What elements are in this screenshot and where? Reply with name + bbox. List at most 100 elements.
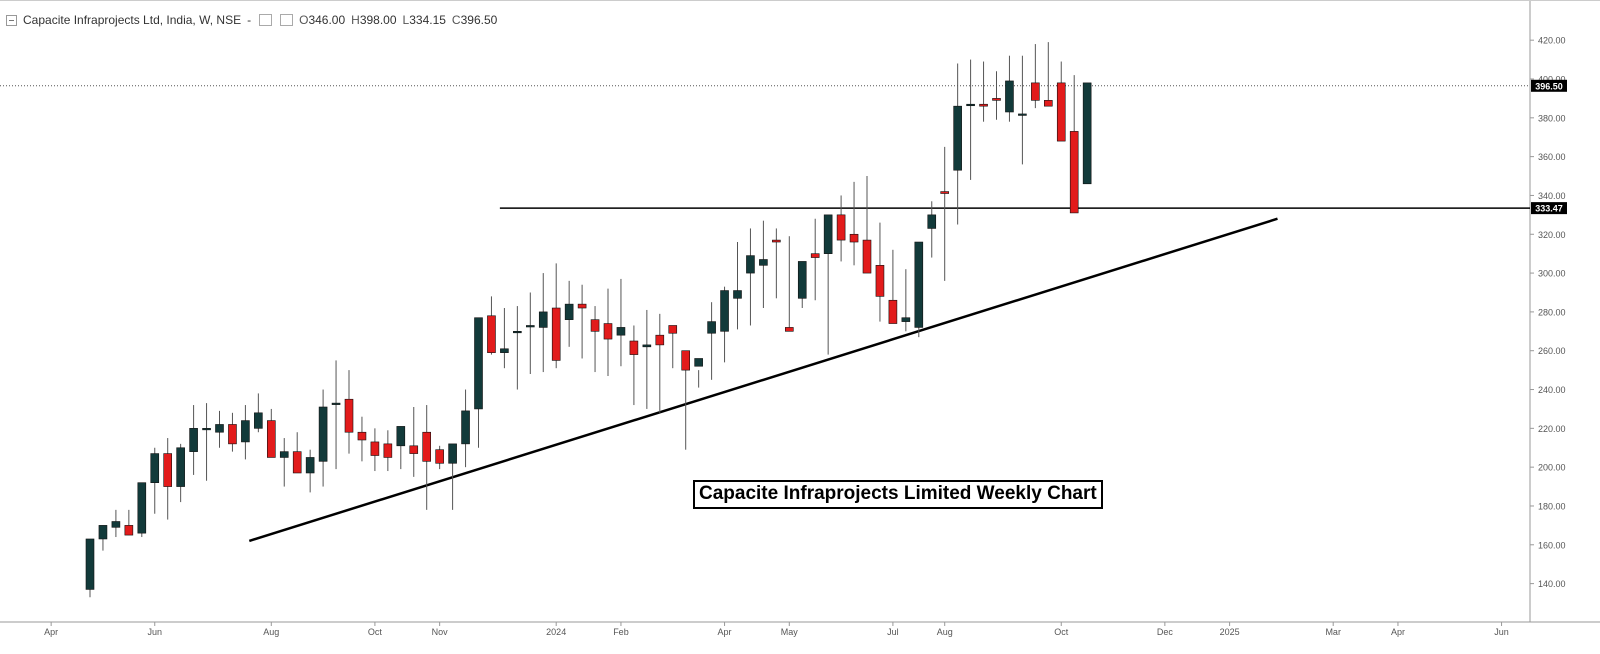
candlestick[interactable] xyxy=(836,195,846,262)
candlestick[interactable] xyxy=(875,222,885,322)
candlestick[interactable] xyxy=(1069,75,1079,214)
candlestick[interactable] xyxy=(810,218,820,301)
settings-icon[interactable] xyxy=(280,14,294,26)
collapse-icon[interactable] xyxy=(6,14,17,26)
candle-body xyxy=(862,239,872,274)
time-tick-label: Apr xyxy=(44,627,58,637)
time-tick-label: May xyxy=(781,627,799,637)
candlestick[interactable] xyxy=(228,412,237,452)
candlestick[interactable] xyxy=(487,296,496,355)
time-tick-label: Nov xyxy=(432,627,449,637)
candlestick[interactable] xyxy=(163,438,172,520)
candlestick[interactable] xyxy=(784,236,794,332)
close-label: C xyxy=(451,13,461,27)
candle-body xyxy=(228,424,237,445)
candlestick[interactable] xyxy=(318,389,328,487)
candlestick[interactable] xyxy=(668,325,678,369)
candlestick[interactable] xyxy=(1031,44,1040,109)
candlestick[interactable] xyxy=(746,228,755,326)
candlestick[interactable] xyxy=(474,317,483,448)
candlestick[interactable] xyxy=(525,292,535,375)
candlestick[interactable] xyxy=(642,309,652,409)
candlestick[interactable] xyxy=(694,358,703,388)
candlestick[interactable] xyxy=(331,360,341,470)
candlestick[interactable] xyxy=(551,263,561,369)
candlestick[interactable] xyxy=(603,288,613,376)
candlestick[interactable] xyxy=(616,278,626,367)
candlestick[interactable] xyxy=(500,308,509,369)
candlestick[interactable] xyxy=(849,181,859,266)
trend-line[interactable] xyxy=(248,217,1278,543)
candlestick[interactable] xyxy=(189,405,198,475)
candlestick[interactable] xyxy=(357,416,367,462)
candlestick[interactable] xyxy=(513,306,522,390)
candlestick[interactable] xyxy=(435,445,444,470)
candlestick[interactable] xyxy=(448,443,457,510)
candlestick[interactable] xyxy=(1018,55,1027,165)
candlestick[interactable] xyxy=(707,302,716,380)
candlestick[interactable] xyxy=(1056,61,1066,142)
candlestick[interactable] xyxy=(888,249,898,324)
candlestick[interactable] xyxy=(992,71,1001,120)
candlestick[interactable] xyxy=(111,509,121,538)
candlestick[interactable] xyxy=(940,146,950,281)
candlestick[interactable] xyxy=(914,241,924,338)
candlestick[interactable] xyxy=(979,61,988,122)
candlestick[interactable] xyxy=(927,201,937,258)
candlestick[interactable] xyxy=(629,325,639,406)
visibility-icon[interactable] xyxy=(259,14,273,26)
candlestick[interactable] xyxy=(966,59,975,180)
candlestick[interactable] xyxy=(124,509,134,536)
candlestick[interactable] xyxy=(577,284,587,359)
candlestick[interactable] xyxy=(1044,42,1053,107)
candlestick[interactable] xyxy=(202,403,211,481)
candlestick[interactable] xyxy=(409,406,419,477)
candle-body xyxy=(305,457,315,474)
candle-body xyxy=(746,255,755,274)
candlestick[interactable] xyxy=(305,449,315,493)
candlestick[interactable] xyxy=(772,228,781,299)
candlestick[interactable] xyxy=(266,408,276,458)
candlestick[interactable] xyxy=(733,242,742,330)
candlestick[interactable] xyxy=(720,286,729,363)
candlestick[interactable] xyxy=(655,313,665,413)
candlestick[interactable] xyxy=(292,432,302,474)
high-label: H xyxy=(351,13,360,27)
candlestick[interactable] xyxy=(953,63,962,225)
candle-body xyxy=(266,420,276,458)
candlestick[interactable] xyxy=(461,389,470,468)
candlestick[interactable] xyxy=(241,405,250,460)
candlestick[interactable] xyxy=(590,306,600,373)
candlestick[interactable] xyxy=(1082,82,1092,185)
candlestick[interactable] xyxy=(901,269,911,332)
candle-body xyxy=(849,233,859,243)
candle-body xyxy=(590,319,600,332)
candlestick[interactable] xyxy=(422,405,432,510)
candlestick[interactable] xyxy=(150,447,160,514)
candlestick[interactable] xyxy=(254,393,263,433)
candlestick[interactable] xyxy=(176,443,185,503)
candlestick[interactable] xyxy=(862,176,872,274)
candlestick[interactable] xyxy=(538,273,548,373)
candlestick[interactable] xyxy=(98,525,108,551)
candlestick[interactable] xyxy=(564,280,574,347)
candlestick[interactable] xyxy=(759,220,768,309)
candlestick[interactable] xyxy=(396,426,406,470)
candlestick[interactable] xyxy=(215,410,224,448)
candle-body xyxy=(176,447,185,487)
candlestick[interactable] xyxy=(823,214,833,355)
candlestick[interactable] xyxy=(85,538,95,598)
candlestick[interactable] xyxy=(1005,55,1014,122)
candlestick[interactable] xyxy=(137,482,147,538)
price-tick-label: 300.00 xyxy=(1538,269,1566,279)
candlestick[interactable] xyxy=(797,261,807,309)
candle-body xyxy=(344,398,354,433)
time-tick-label: 2025 xyxy=(1220,627,1240,637)
candlestick[interactable] xyxy=(383,430,393,472)
candlestick[interactable] xyxy=(681,350,691,450)
candlestick[interactable] xyxy=(344,370,354,454)
candle-body xyxy=(331,402,341,405)
candlestick[interactable] xyxy=(279,438,289,487)
candlestick[interactable] xyxy=(370,428,380,472)
